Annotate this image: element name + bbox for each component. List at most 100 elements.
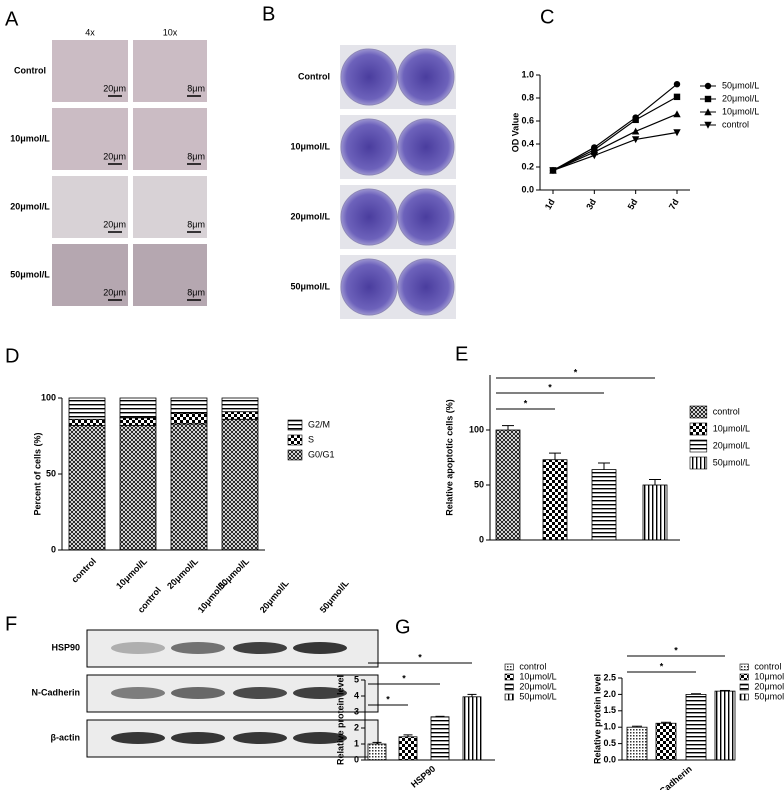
y-tick-label: 2.5	[603, 672, 616, 682]
row-label: 10μmol/L	[10, 133, 50, 143]
legend-swatch	[739, 693, 749, 701]
y-axis-label: Percent of cells (%)	[32, 432, 42, 515]
legend-swatch	[689, 422, 708, 436]
legend-swatch	[287, 419, 303, 431]
x-tick-label: 50μmol/L	[216, 556, 251, 591]
lane-label: control	[136, 585, 163, 615]
legend-label: 20μmol/L	[754, 681, 784, 691]
legend-swatch	[287, 434, 303, 446]
y-tick-label: 100	[469, 424, 484, 434]
x-tick-label: 10μmol/L	[114, 556, 149, 591]
bar	[462, 696, 482, 761]
panel-label: A	[5, 8, 19, 30]
y-tick-label: 0.5	[603, 738, 616, 748]
row-label: N-Cadherin	[31, 687, 80, 697]
legend-swatch	[504, 693, 514, 701]
panel-label: E	[455, 343, 468, 365]
series-line	[552, 83, 678, 171]
series-line	[552, 113, 678, 171]
point	[632, 116, 639, 124]
scale-bar-label: 8μm	[187, 287, 205, 297]
x-tick-label: 20μmol/L	[165, 556, 200, 591]
band	[111, 732, 165, 744]
y-tick-label: 1	[354, 738, 359, 748]
panel-label: C	[540, 6, 554, 28]
bar-segment	[221, 418, 259, 551]
legend-swatch	[739, 673, 749, 681]
band	[171, 732, 225, 744]
y-tick-label: 0.4	[521, 138, 534, 148]
y-tick-label: 50	[46, 468, 56, 478]
point	[549, 167, 557, 175]
bar	[685, 694, 707, 761]
y-tick-label: 1.0	[521, 69, 534, 79]
y-tick-label: 0	[354, 754, 359, 764]
legend-label: G0/G1	[308, 449, 335, 459]
y-tick-label: 0.0	[521, 184, 534, 194]
bar	[398, 736, 418, 761]
bar	[430, 716, 450, 761]
series-line	[552, 96, 678, 171]
significance-star: *	[402, 673, 406, 683]
point	[673, 110, 681, 118]
legend-marker	[704, 82, 712, 90]
y-tick-label: 0	[479, 534, 484, 544]
legend-label: G2/M	[308, 419, 330, 429]
band	[111, 687, 165, 699]
y-axis-label: Relative protein level	[335, 675, 345, 765]
y-tick-label: 2	[354, 722, 359, 732]
scale-bar-label: 20μm	[103, 219, 126, 229]
point	[631, 127, 640, 135]
legend-swatch	[739, 663, 749, 671]
y-tick-label: 4	[354, 690, 359, 700]
band	[293, 642, 347, 654]
legend-label: control	[722, 119, 749, 129]
x-tick-label: 3d	[584, 197, 598, 211]
band	[111, 642, 165, 654]
legend-label: 50μmol/L	[754, 691, 784, 701]
y-axis-label: OD Value	[510, 113, 520, 153]
scale-bar-label: 20μm	[103, 287, 126, 297]
row-label: 50μmol/L	[10, 269, 50, 279]
scale-bar-label: 20μm	[103, 83, 126, 93]
legend-swatch	[689, 405, 708, 419]
row-label: 50μmol/L	[290, 281, 330, 291]
bar-segment	[119, 417, 157, 426]
significance-star: *	[386, 694, 390, 704]
legend-label: 50μmol/L	[722, 80, 759, 90]
point	[673, 129, 681, 137]
micrograph	[133, 176, 207, 238]
legend-label: control	[754, 661, 781, 671]
lane-label: 20μmol/L	[258, 578, 291, 615]
colony-well	[340, 188, 398, 246]
y-tick-label: 5	[354, 674, 359, 684]
x-tick-label: control	[69, 556, 98, 585]
panel-label: G	[395, 616, 411, 638]
point	[631, 136, 640, 144]
x-tick-label: N-Cadherin	[650, 764, 694, 790]
legend-swatch	[689, 439, 708, 453]
legend-label: 20μmol/L	[713, 440, 750, 450]
y-tick-label: 50	[474, 479, 484, 489]
colony-well	[397, 258, 455, 316]
bar	[591, 469, 617, 541]
significance-star: *	[674, 645, 678, 655]
micrograph	[133, 108, 207, 170]
legend-marker	[704, 108, 712, 116]
bar-segment	[221, 411, 259, 420]
bar-segment	[221, 397, 259, 413]
row-label: Control	[14, 65, 46, 75]
bar-segment	[119, 397, 157, 419]
band	[171, 687, 225, 699]
significance-star: *	[524, 398, 528, 408]
band	[233, 732, 287, 744]
significance-star: *	[660, 661, 664, 671]
legend-label: 20μmol/L	[722, 93, 759, 103]
y-tick-label: 0.6	[521, 115, 534, 125]
bar	[626, 726, 648, 761]
micrograph	[133, 244, 207, 306]
x-tick-label: HSP90	[409, 764, 437, 790]
legend-swatch	[287, 449, 303, 461]
legend-label: 10μmol/L	[754, 671, 784, 681]
row-label: β-actin	[51, 732, 81, 742]
